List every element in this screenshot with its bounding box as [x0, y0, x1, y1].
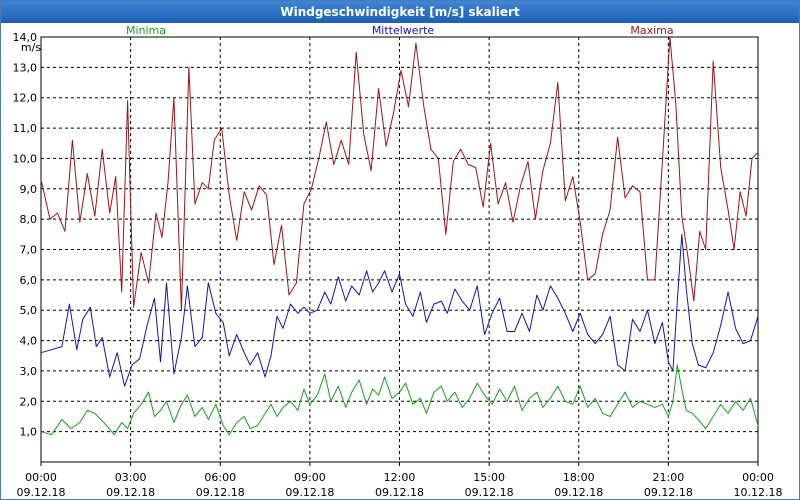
legend-minima: Minima	[126, 24, 166, 37]
x-tick-date: 09.12.18	[17, 486, 66, 499]
x-tick-date: 09.12.18	[465, 486, 514, 499]
x-tick-date: 09.12.18	[554, 486, 603, 499]
y-axis-label: m/s	[21, 41, 41, 54]
x-tick-time: 00:00	[25, 471, 57, 484]
x-tick-time: 06:00	[204, 471, 236, 484]
y-tick-label: 7,0	[20, 244, 38, 257]
y-tick-label: 8,0	[20, 213, 38, 226]
y-tick-label: 13,0	[13, 61, 38, 74]
x-tick-time: 00:00	[742, 471, 774, 484]
series-line-minima	[40, 364, 759, 436]
x-tick-time: 09:00	[294, 471, 326, 484]
y-tick-label: 4,0	[20, 335, 38, 348]
y-tick-label: 10,0	[13, 152, 38, 165]
x-tick-date: 10.12.18	[734, 486, 783, 499]
y-tick-label: 14,0	[13, 31, 38, 44]
x-tick-date: 09.12.18	[375, 486, 424, 499]
x-tick-time: 21:00	[653, 471, 685, 484]
y-tick-label: 1,0	[20, 426, 38, 439]
legend-mittelwerte: Mittelwerte	[372, 24, 435, 37]
legend-maxima: Maxima	[630, 24, 673, 37]
y-tick-label: 11,0	[13, 122, 38, 135]
series-line-mittelwerte	[40, 233, 759, 387]
y-tick-label: 2,0	[20, 395, 38, 408]
x-tick-time: 15:00	[473, 471, 505, 484]
x-tick-time: 12:00	[384, 471, 416, 484]
x-tick-date: 09.12.18	[644, 486, 693, 499]
chart-title: Windgeschwindigkeit [m/s] skaliert	[1, 1, 799, 23]
x-tick-date: 09.12.18	[196, 486, 245, 499]
series-line-maxima	[40, 36, 759, 311]
x-tick-time: 03:00	[115, 471, 147, 484]
y-tick-label: 5,0	[20, 304, 38, 317]
y-tick-label: 12,0	[13, 92, 38, 105]
plot-border	[40, 36, 759, 463]
x-tick-date: 09.12.18	[106, 486, 155, 499]
y-tick-label: 6,0	[20, 274, 38, 287]
x-tick-time: 18:00	[563, 471, 595, 484]
y-tick-label: 9,0	[20, 183, 38, 196]
x-tick-date: 09.12.18	[285, 486, 334, 499]
y-tick-label: 3,0	[20, 365, 38, 378]
